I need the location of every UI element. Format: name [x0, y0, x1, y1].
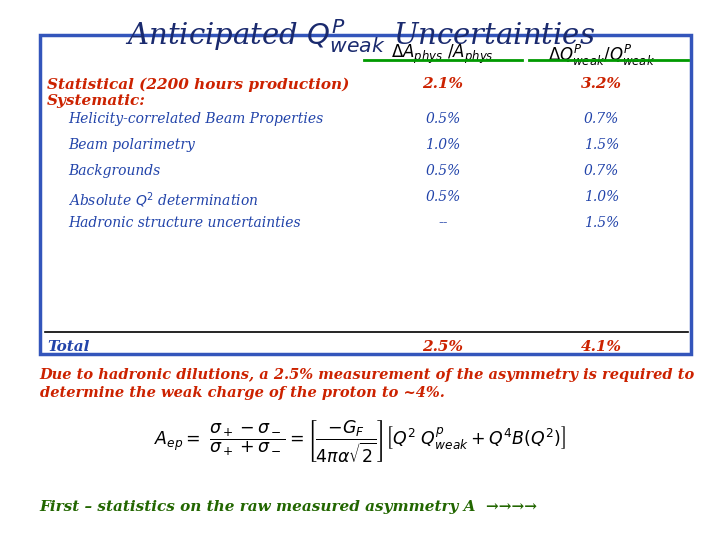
FancyBboxPatch shape [40, 35, 691, 354]
Text: Total: Total [47, 340, 89, 354]
Text: First – statistics on the raw measured asymmetry A  →→→→: First – statistics on the raw measured a… [40, 500, 538, 514]
Text: 1.0%: 1.0% [584, 190, 618, 204]
Text: determine the weak charge of the proton to ~4%.: determine the weak charge of the proton … [40, 386, 444, 400]
Text: $\Delta A_{phys}\ /A_{phys}$: $\Delta A_{phys}\ /A_{phys}$ [392, 43, 494, 66]
Text: 0.7%: 0.7% [584, 164, 618, 178]
Text: Absolute $Q^2$ determination: Absolute $Q^2$ determination [68, 190, 259, 210]
Text: 0.5%: 0.5% [426, 190, 460, 204]
Text: 0.5%: 0.5% [426, 164, 460, 178]
Text: Systematic:: Systematic: [47, 94, 145, 108]
Text: 2.5%: 2.5% [423, 340, 463, 354]
Text: Beam polarimetry: Beam polarimetry [68, 138, 195, 152]
Text: 3.2%: 3.2% [581, 77, 621, 91]
Text: Helicity-correlated Beam Properties: Helicity-correlated Beam Properties [68, 112, 324, 126]
Text: Due to hadronic dilutions, a 2.5% measurement of the asymmetry is required to: Due to hadronic dilutions, a 2.5% measur… [40, 368, 695, 382]
Text: Anticipated $Q^P_{weak}$ Uncertainties: Anticipated $Q^P_{weak}$ Uncertainties [125, 17, 595, 55]
Text: Backgrounds: Backgrounds [68, 164, 161, 178]
Text: Hadronic structure uncertainties: Hadronic structure uncertainties [68, 216, 301, 230]
Text: 0.7%: 0.7% [584, 112, 618, 126]
Text: $A_{ep} = \ \dfrac{\sigma_+ - \sigma_-}{\sigma_+ + \sigma_-} = \left[\dfrac{-G_F: $A_{ep} = \ \dfrac{\sigma_+ - \sigma_-}{… [154, 418, 566, 464]
Text: Statistical (2200 hours production): Statistical (2200 hours production) [47, 77, 349, 92]
Text: $\Delta Q^P_{weak}/Q^P_{weak}$: $\Delta Q^P_{weak}/Q^P_{weak}$ [548, 43, 654, 68]
Text: 1.0%: 1.0% [426, 138, 460, 152]
Text: 0.5%: 0.5% [426, 112, 460, 126]
Text: 1.5%: 1.5% [584, 138, 618, 152]
Text: 4.1%: 4.1% [581, 340, 621, 354]
Text: 2.1%: 2.1% [423, 77, 463, 91]
Text: 1.5%: 1.5% [584, 216, 618, 230]
Text: --: -- [438, 216, 448, 230]
